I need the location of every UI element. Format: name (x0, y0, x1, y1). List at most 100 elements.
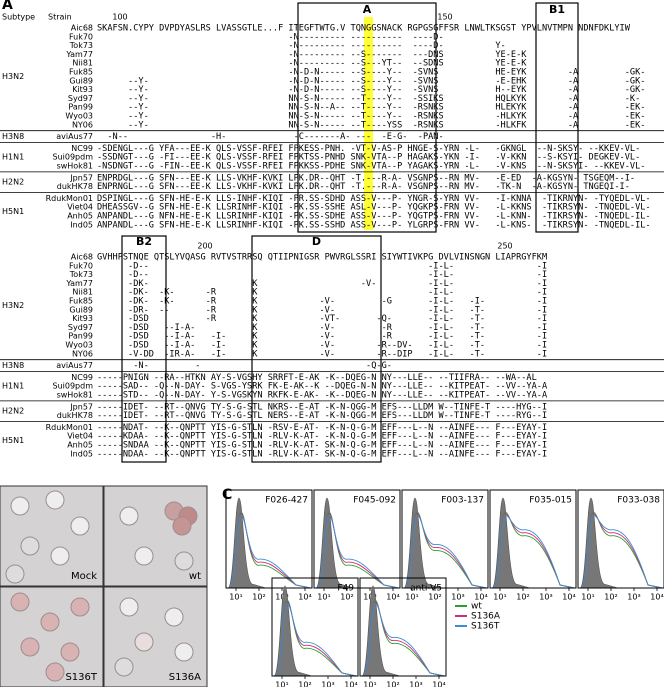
cell (114, 657, 134, 677)
x-tick-label: 10¹ (317, 593, 330, 602)
strain-name: swHok81 (57, 162, 93, 171)
strain-name: aviAus77 (56, 361, 93, 370)
strain-header: Strain (48, 13, 72, 22)
strain-name: dukHK78 (57, 411, 93, 420)
sequence: -----NDAA- --K--QNPTT YIS-G-STLN -RLV-K-… (97, 449, 547, 459)
position-number: 250 (497, 242, 512, 251)
isotype-peak (315, 497, 355, 589)
highlight-column (364, 17, 373, 230)
x-tick-label: 10⁴ (432, 681, 445, 687)
strain-name: Gui89 (69, 305, 93, 314)
strain-name: aviAus77 (56, 132, 93, 141)
strain-name: Fuk70 (69, 32, 93, 41)
cell (174, 642, 194, 662)
x-tick-label: 10³ (409, 681, 422, 687)
tile-label: Mock (71, 571, 97, 582)
strain-name: Viet04 (67, 203, 93, 212)
histogram-panel: F045-092 10¹ 10² 10³ 10⁴ (313, 489, 401, 602)
region-label: A (363, 3, 372, 16)
sequence: ANPANDL---G SFN-HE-E-K LLSRINHF-KIQI -PK… (97, 220, 651, 230)
strain-name: Fuk85 (69, 68, 93, 77)
histogram-curve (228, 514, 311, 589)
sequence: ENPRNGL---G SFN---EE-K LLS-VKHF-KVKI LPK… (97, 182, 630, 192)
sequence: -DK- K -V- -I-L- -I (97, 279, 547, 289)
strain-name: Gui89 (69, 76, 93, 85)
panel-title: F003-137 (441, 496, 484, 506)
panel-title: F49 (337, 584, 354, 594)
strain-name: Jpn57 (69, 402, 93, 411)
sequence: --Y- NN-S-N----- --T----Y-- -SSIKS HQLKY… (97, 94, 640, 104)
x-tick-label: 10² (298, 681, 311, 687)
strain-name: Aic68 (71, 24, 93, 33)
alignment-block: 100 150 Aic68 SKAFSN.CYPY DVPDYASLRS LVASSG… (0, 2, 664, 233)
strain-name: swHok81 (57, 391, 93, 400)
cell (20, 637, 40, 657)
panel-title: F026-427 (265, 496, 308, 506)
x-tick-label: 10⁴ (562, 593, 575, 602)
sequence: -DK- -K- -R K -V- -G -I-L- -I- -I (97, 297, 547, 307)
strain-name: Tok73 (69, 41, 93, 50)
strain-name: Nii81 (72, 288, 93, 297)
x-tick-label: 10⁴ (386, 593, 399, 602)
strain-name: Syd97 (68, 323, 93, 332)
sequence: SKAFSN.CYPY DVPDYASLRS LVASSGTLE...F ITE… (97, 24, 631, 34)
subtype-label: H5N1 (2, 207, 24, 216)
panel-label: A (2, 0, 13, 13)
subtype-header: Subtype (2, 13, 35, 22)
sequence: -V-DD -IR-A- -I- K -V- -R--DIP -I-L- -T-… (97, 349, 547, 359)
strain-name: Sui09pdm (53, 153, 94, 162)
sequence: -N--------- --S------- ---DNS YE-E-K (97, 50, 527, 60)
sequence: -N--------- --S---YT-- --SDNS YE-E-K (97, 59, 527, 69)
panel-title: F045-092 (353, 496, 396, 506)
x-tick-label: 10³ (451, 593, 464, 602)
micrograph-background (103, 485, 208, 587)
subtype-label: H2N2 (2, 178, 24, 187)
isotype-peak (491, 497, 531, 589)
subtype-label: H1N1 (2, 153, 24, 162)
panel-frame (401, 489, 489, 589)
x-tick-label: 10² (340, 593, 353, 602)
isotype-peak (361, 585, 401, 677)
x-tick-label: 10² (516, 593, 529, 602)
strain-name: Ind05 (70, 449, 93, 458)
sequence: ENPRDGL---G SFN---EE-K LLS-VKHF-KVKI LPK… (97, 173, 635, 183)
histogram-curve (316, 514, 399, 589)
region-label: D (312, 235, 321, 248)
panel-frame (489, 489, 577, 589)
histogram-panel: F49 10¹ 10² 10³ 10⁴ (271, 577, 359, 687)
sequence: -DSD --I-A- -I- K -V- -R -I-L- -T- -I (97, 332, 547, 342)
legend-label: wt (471, 602, 482, 612)
sequence: GVHHPSTNQE QTSLYVQASG RVTVSTRRSQ QTIIPNI… (97, 253, 547, 263)
cell (45, 490, 65, 510)
micrograph: Mock (0, 485, 104, 587)
strain-name: RdukMon01 (46, 423, 93, 432)
x-tick-label: 10¹ (229, 593, 242, 602)
cell (20, 536, 40, 556)
sequence: -NSDNGT---G -FIN--EE-K QLS-VSSF-RFEI FPK… (97, 162, 645, 172)
tile-label: S136A (169, 672, 201, 683)
sequence: -----PNIGN --RA--HTKN AY-S-VGSHY SRRFT-E… (97, 373, 537, 383)
strain-name: Sui09pdm (53, 382, 94, 391)
sequence: -DK- -K- -R K -I-L- -I (97, 288, 547, 298)
position-number: 200 (197, 242, 212, 251)
micrograph: S136T (0, 586, 104, 687)
region-box (535, 2, 579, 233)
cell (10, 496, 30, 516)
strain-name: Jpn57 (69, 173, 93, 182)
x-tick-label: 10³ (539, 593, 552, 602)
cell (172, 516, 192, 536)
strain-name: Tok73 (69, 270, 93, 279)
cell (174, 551, 194, 571)
x-tick-label: 10¹ (275, 681, 288, 687)
strain-name: Yam77 (65, 279, 93, 288)
cell (70, 597, 90, 617)
sequence: -DSD -R K -VT- -Q- -I-L- -T- -I (97, 314, 547, 324)
sequence: -N--------- ---------- ----D- Y- (97, 41, 506, 51)
histogram-curve (492, 514, 575, 589)
sequence: -N-D-N----- --S----Y-- -SVNS HE-EYK -A -… (97, 68, 645, 78)
sequence: ANPANDL---G NFN-HE-E-K LLSRINHF-KIQI -PK… (97, 212, 651, 222)
region-label: B2 (136, 235, 152, 248)
sequence: -----IDET- --RT--QNVG TY-S-G-STL NERS--E… (97, 411, 547, 421)
cell (134, 546, 154, 566)
